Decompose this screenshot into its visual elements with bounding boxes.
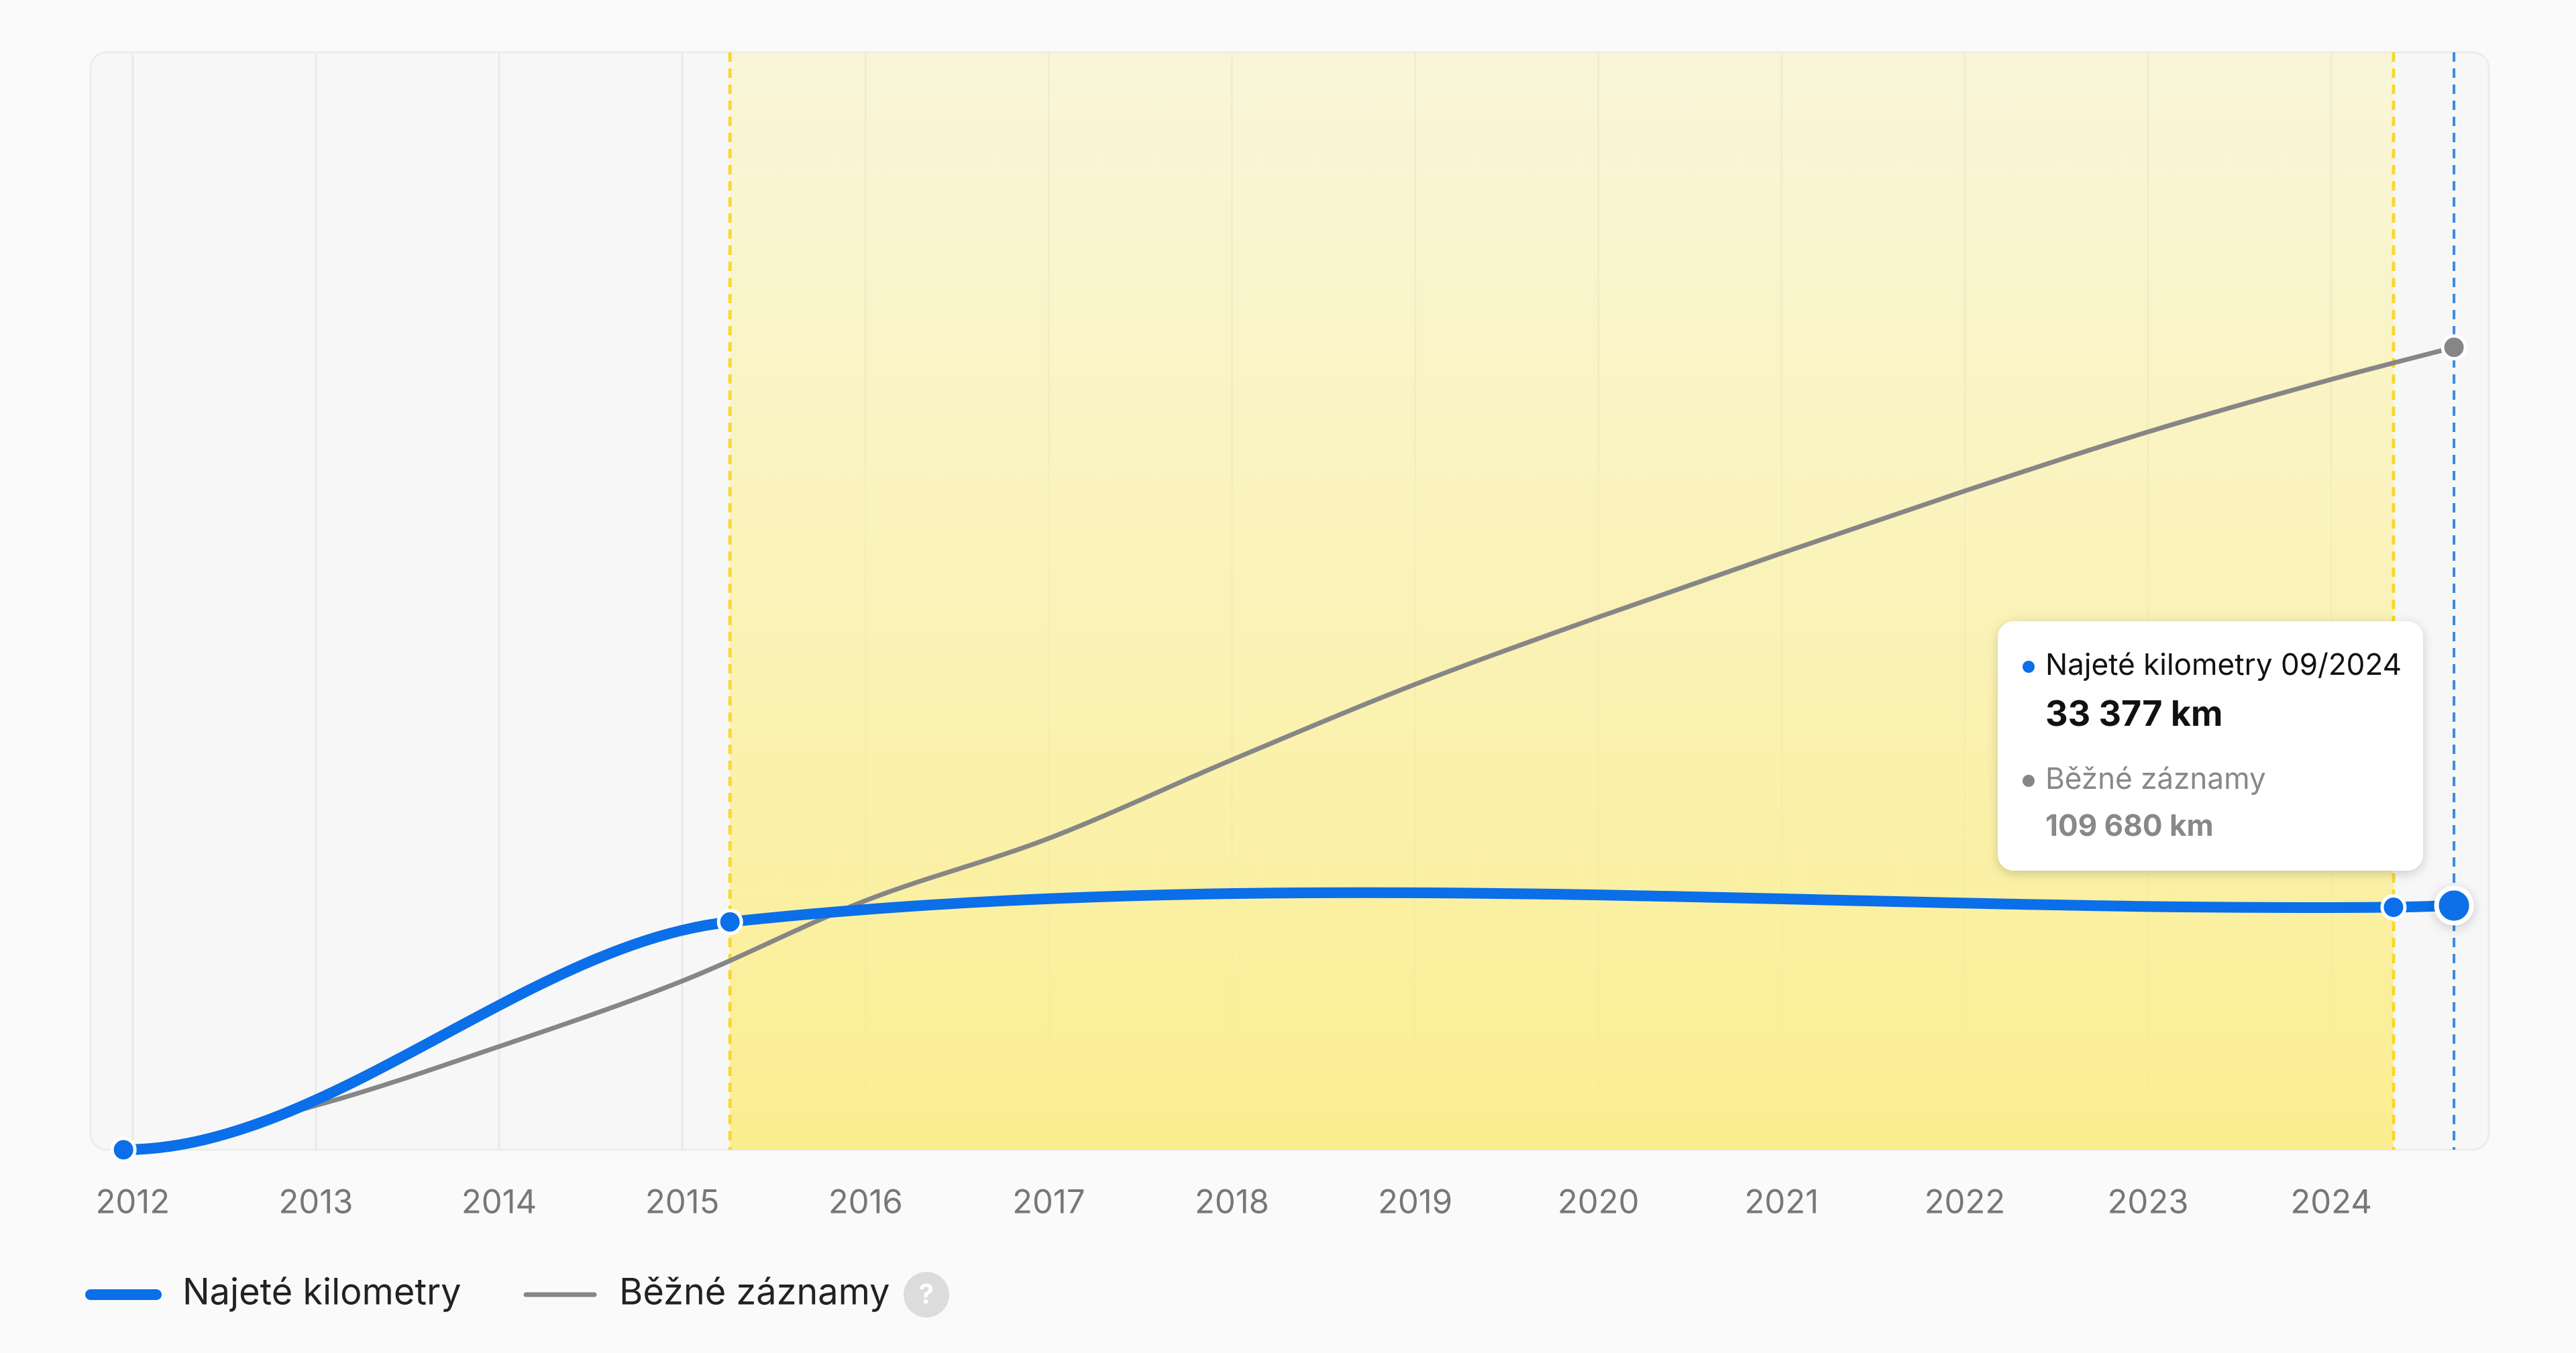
tooltip: Najeté kilometry 09/2024 33 377 km Běžné…	[1998, 621, 2423, 871]
x-tick-label: 2017	[1012, 1181, 1085, 1221]
points	[110, 334, 2474, 1163]
x-tick-label: 2022	[1925, 1181, 2006, 1221]
tooltip-series: Běžné záznamy	[2045, 760, 2266, 796]
x-tick-label: 2019	[1378, 1181, 1452, 1221]
help-icon-label[interactable]: ?	[919, 1277, 934, 1310]
x-tick-label: 2018	[1195, 1181, 1269, 1221]
data-point	[2440, 334, 2467, 361]
x-tick-label: 2012	[96, 1181, 170, 1221]
data-point	[2380, 894, 2407, 920]
tooltip-value: 33 377 km	[2045, 692, 2222, 735]
data-point	[716, 908, 743, 935]
tooltip-marker	[2023, 661, 2035, 673]
x-tick-label: 2013	[278, 1181, 353, 1221]
highlight-band	[730, 52, 2394, 1150]
x-tick-label: 2015	[645, 1181, 720, 1221]
x-tick-label: 2016	[828, 1181, 903, 1221]
tooltip-marker	[2023, 775, 2035, 787]
legend-label: Běžné záznamy	[619, 1270, 890, 1314]
tooltip-value: 109 680 km	[2045, 807, 2214, 843]
series-line	[118, 887, 2460, 1155]
x-tick-label: 2014	[462, 1181, 537, 1221]
highlight	[728, 52, 2456, 1150]
data-point	[110, 1136, 137, 1163]
data-point	[2434, 885, 2474, 926]
tooltip-box	[1998, 621, 2423, 871]
tooltip-title: Najeté kilometry 09/2024	[2045, 646, 2402, 682]
help-icon[interactable]	[904, 1272, 949, 1317]
x-tick-label: 2020	[1558, 1181, 1640, 1221]
legend-label: Najeté kilometry	[182, 1270, 462, 1314]
x-tick-label: 2023	[2108, 1181, 2189, 1221]
series-line	[121, 345, 2457, 1152]
legend: Najeté kilometry Běžné záznamy ?	[85, 1270, 949, 1317]
lines	[118, 345, 2460, 1155]
x-tick-label: 2021	[1744, 1181, 1819, 1221]
x-tick-label: 2024	[2290, 1181, 2372, 1221]
x-axis: 2012 2013 2014 2015 2016 2017 2018 2019 2020 2021…	[96, 1181, 2372, 1221]
